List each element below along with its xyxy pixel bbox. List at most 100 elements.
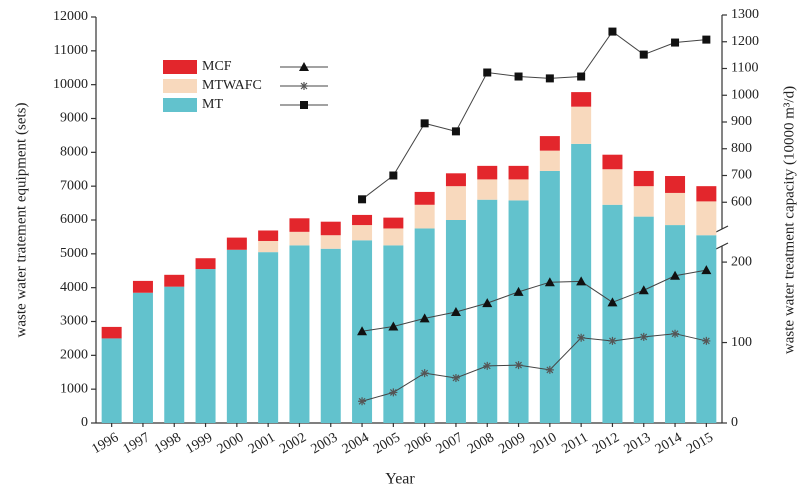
line-marker: [451, 373, 460, 382]
y2-tick-label: 0: [731, 415, 738, 430]
line-marker: [389, 171, 398, 180]
bar-segment: [445, 186, 466, 220]
line-marker: [300, 101, 308, 109]
line-marker: [639, 50, 648, 59]
y-tick-label: 0: [81, 415, 88, 430]
x-tick-label: 2002: [277, 430, 309, 457]
line-marker: [701, 265, 712, 275]
x-tick-label: 1998: [152, 430, 184, 457]
y-tick-label: 2000: [60, 348, 88, 363]
x-tick-label: 2008: [465, 430, 497, 457]
bar-segment: [383, 245, 404, 423]
line-marker: [514, 72, 523, 81]
line-marker: [608, 27, 617, 36]
bar-segment: [539, 150, 560, 171]
y-tick-label: 7000: [60, 178, 88, 193]
bar-segment: [477, 199, 498, 423]
x-tick-label: 2009: [496, 430, 528, 457]
bar-segment: [258, 230, 279, 241]
bar-segment: [445, 220, 466, 423]
legend-swatch: [163, 98, 197, 112]
line-marker: [513, 286, 524, 296]
bar-segment: [665, 225, 686, 423]
y2-tick-label: 200: [731, 254, 752, 269]
y-tick-label: 9000: [60, 111, 88, 126]
legend-swatch: [163, 60, 197, 74]
y-tick-label: 4000: [60, 280, 88, 295]
bar-segment: [258, 252, 279, 423]
bar-segment: [289, 245, 310, 423]
line-marker: [702, 35, 711, 44]
line-marker: [577, 72, 586, 81]
bar-segment: [164, 286, 185, 423]
y-tick-label: 10000: [53, 77, 88, 92]
bar-segment: [602, 169, 623, 205]
y2-tick-label: 100: [731, 335, 752, 350]
y2-tick-label: 1300: [731, 7, 759, 22]
bar-segment: [696, 201, 717, 236]
legend-label: MT: [202, 97, 223, 112]
y-axis-label: waste water tratement equipment (sets): [13, 103, 29, 338]
x-tick-label: 2005: [371, 430, 403, 457]
bar-segment: [508, 165, 529, 180]
bar-segment: [571, 92, 592, 107]
line: [361, 269, 707, 332]
line-marker: [389, 388, 398, 397]
line: [361, 30, 707, 200]
x-tick-label: 2010: [528, 430, 560, 457]
bar-segment: [633, 186, 654, 217]
x-tick-label: 2014: [653, 430, 685, 457]
x-tick-label: 2006: [403, 430, 435, 457]
line-marker: [544, 277, 555, 287]
bar-segment: [696, 235, 717, 423]
bar-segment: [132, 292, 153, 423]
bar-segment: [696, 186, 717, 202]
bar-segment: [633, 216, 654, 423]
y-tick-label: 8000: [60, 145, 88, 160]
bar-segment: [320, 221, 341, 236]
line-marker: [299, 62, 309, 71]
bar-segment: [195, 258, 216, 270]
bar-segment: [164, 274, 185, 287]
legend-label: MTWAFC: [202, 78, 262, 93]
bar-segment: [539, 136, 560, 151]
bar-segment: [665, 176, 686, 193]
bar-segment: [289, 218, 310, 232]
y2-tick-label: 900: [731, 114, 752, 129]
line-marker: [545, 74, 554, 83]
bar-segment: [665, 192, 686, 226]
x-tick-label: 2012: [590, 430, 622, 457]
y2-tick-label: 800: [731, 141, 752, 156]
bar-segment: [289, 231, 310, 246]
bar-segment: [602, 204, 623, 423]
line-marker: [638, 285, 649, 295]
y-tick-label: 12000: [53, 9, 88, 24]
y2-tick-label: 1100: [731, 61, 758, 76]
line-marker: [450, 306, 461, 316]
line-marker: [483, 361, 492, 370]
y2-axis-label: waste water treatment capacity (10000 m³…: [781, 86, 797, 354]
line-marker: [358, 195, 367, 204]
line-marker: [607, 297, 618, 307]
line-marker: [483, 68, 492, 77]
line-marker: [420, 119, 429, 128]
y2-tick-label: 1000: [731, 87, 759, 102]
line-marker: [671, 38, 680, 47]
bar-segment: [383, 217, 404, 229]
line-marker: [639, 332, 648, 341]
line-marker: [545, 365, 554, 374]
bar-segment: [477, 179, 498, 200]
line-marker: [577, 333, 586, 342]
bar-segment: [352, 214, 373, 226]
bar-segment: [414, 228, 435, 423]
line-marker: [576, 276, 587, 286]
bar-segment: [633, 170, 654, 187]
x-tick-label: 2000: [215, 430, 247, 457]
x-tick-label: 1997: [121, 430, 153, 457]
axis-break: [715, 242, 729, 250]
line-marker: [482, 298, 493, 308]
x-tick-label: 2011: [559, 430, 590, 457]
x-tick-label: 2004: [340, 430, 372, 457]
bar-segment: [101, 338, 122, 423]
